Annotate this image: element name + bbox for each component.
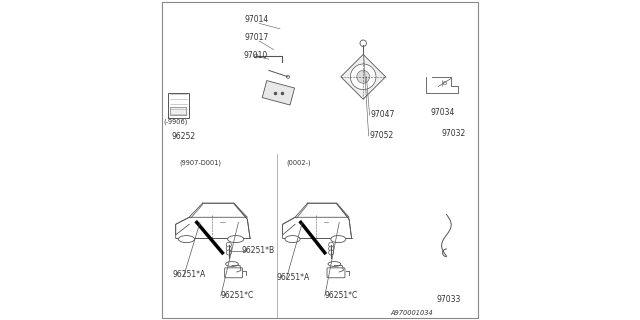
FancyBboxPatch shape	[327, 268, 345, 278]
Circle shape	[360, 40, 367, 46]
Circle shape	[329, 242, 334, 247]
Text: (9907-D001): (9907-D001)	[179, 160, 221, 166]
Text: 96251*A: 96251*A	[173, 270, 206, 279]
Bar	[168, 93, 189, 118]
Text: 97034: 97034	[430, 108, 455, 117]
Text: 97033: 97033	[437, 295, 461, 304]
Text: 96252: 96252	[172, 132, 195, 141]
Circle shape	[227, 246, 232, 251]
Text: 97032: 97032	[442, 129, 466, 138]
Text: 97010: 97010	[243, 51, 268, 60]
Text: 97047: 97047	[371, 110, 395, 119]
Text: (-9906): (-9906)	[163, 118, 188, 125]
Circle shape	[357, 70, 370, 83]
Circle shape	[329, 246, 334, 251]
Polygon shape	[262, 81, 294, 105]
Text: A970001034: A970001034	[390, 310, 433, 316]
FancyBboxPatch shape	[225, 268, 243, 278]
Ellipse shape	[226, 262, 239, 266]
Text: 97017: 97017	[245, 33, 269, 42]
Text: 96251*C: 96251*C	[325, 291, 358, 300]
Circle shape	[227, 250, 232, 255]
Ellipse shape	[328, 262, 340, 266]
Circle shape	[329, 250, 334, 255]
Circle shape	[351, 64, 376, 90]
Circle shape	[254, 54, 258, 58]
Polygon shape	[340, 54, 385, 99]
Text: 97052: 97052	[370, 131, 394, 140]
Ellipse shape	[285, 236, 300, 243]
Circle shape	[443, 82, 447, 85]
Text: 97014: 97014	[245, 15, 269, 24]
Ellipse shape	[228, 236, 244, 243]
Bar	[170, 107, 186, 115]
Text: (0002-): (0002-)	[287, 160, 311, 166]
Ellipse shape	[331, 236, 346, 243]
Text: 96251*C: 96251*C	[221, 291, 254, 300]
Circle shape	[287, 75, 290, 78]
Ellipse shape	[179, 236, 195, 243]
Text: 96251*B: 96251*B	[242, 246, 275, 255]
Text: 96251*A: 96251*A	[277, 273, 310, 282]
Circle shape	[227, 242, 232, 247]
